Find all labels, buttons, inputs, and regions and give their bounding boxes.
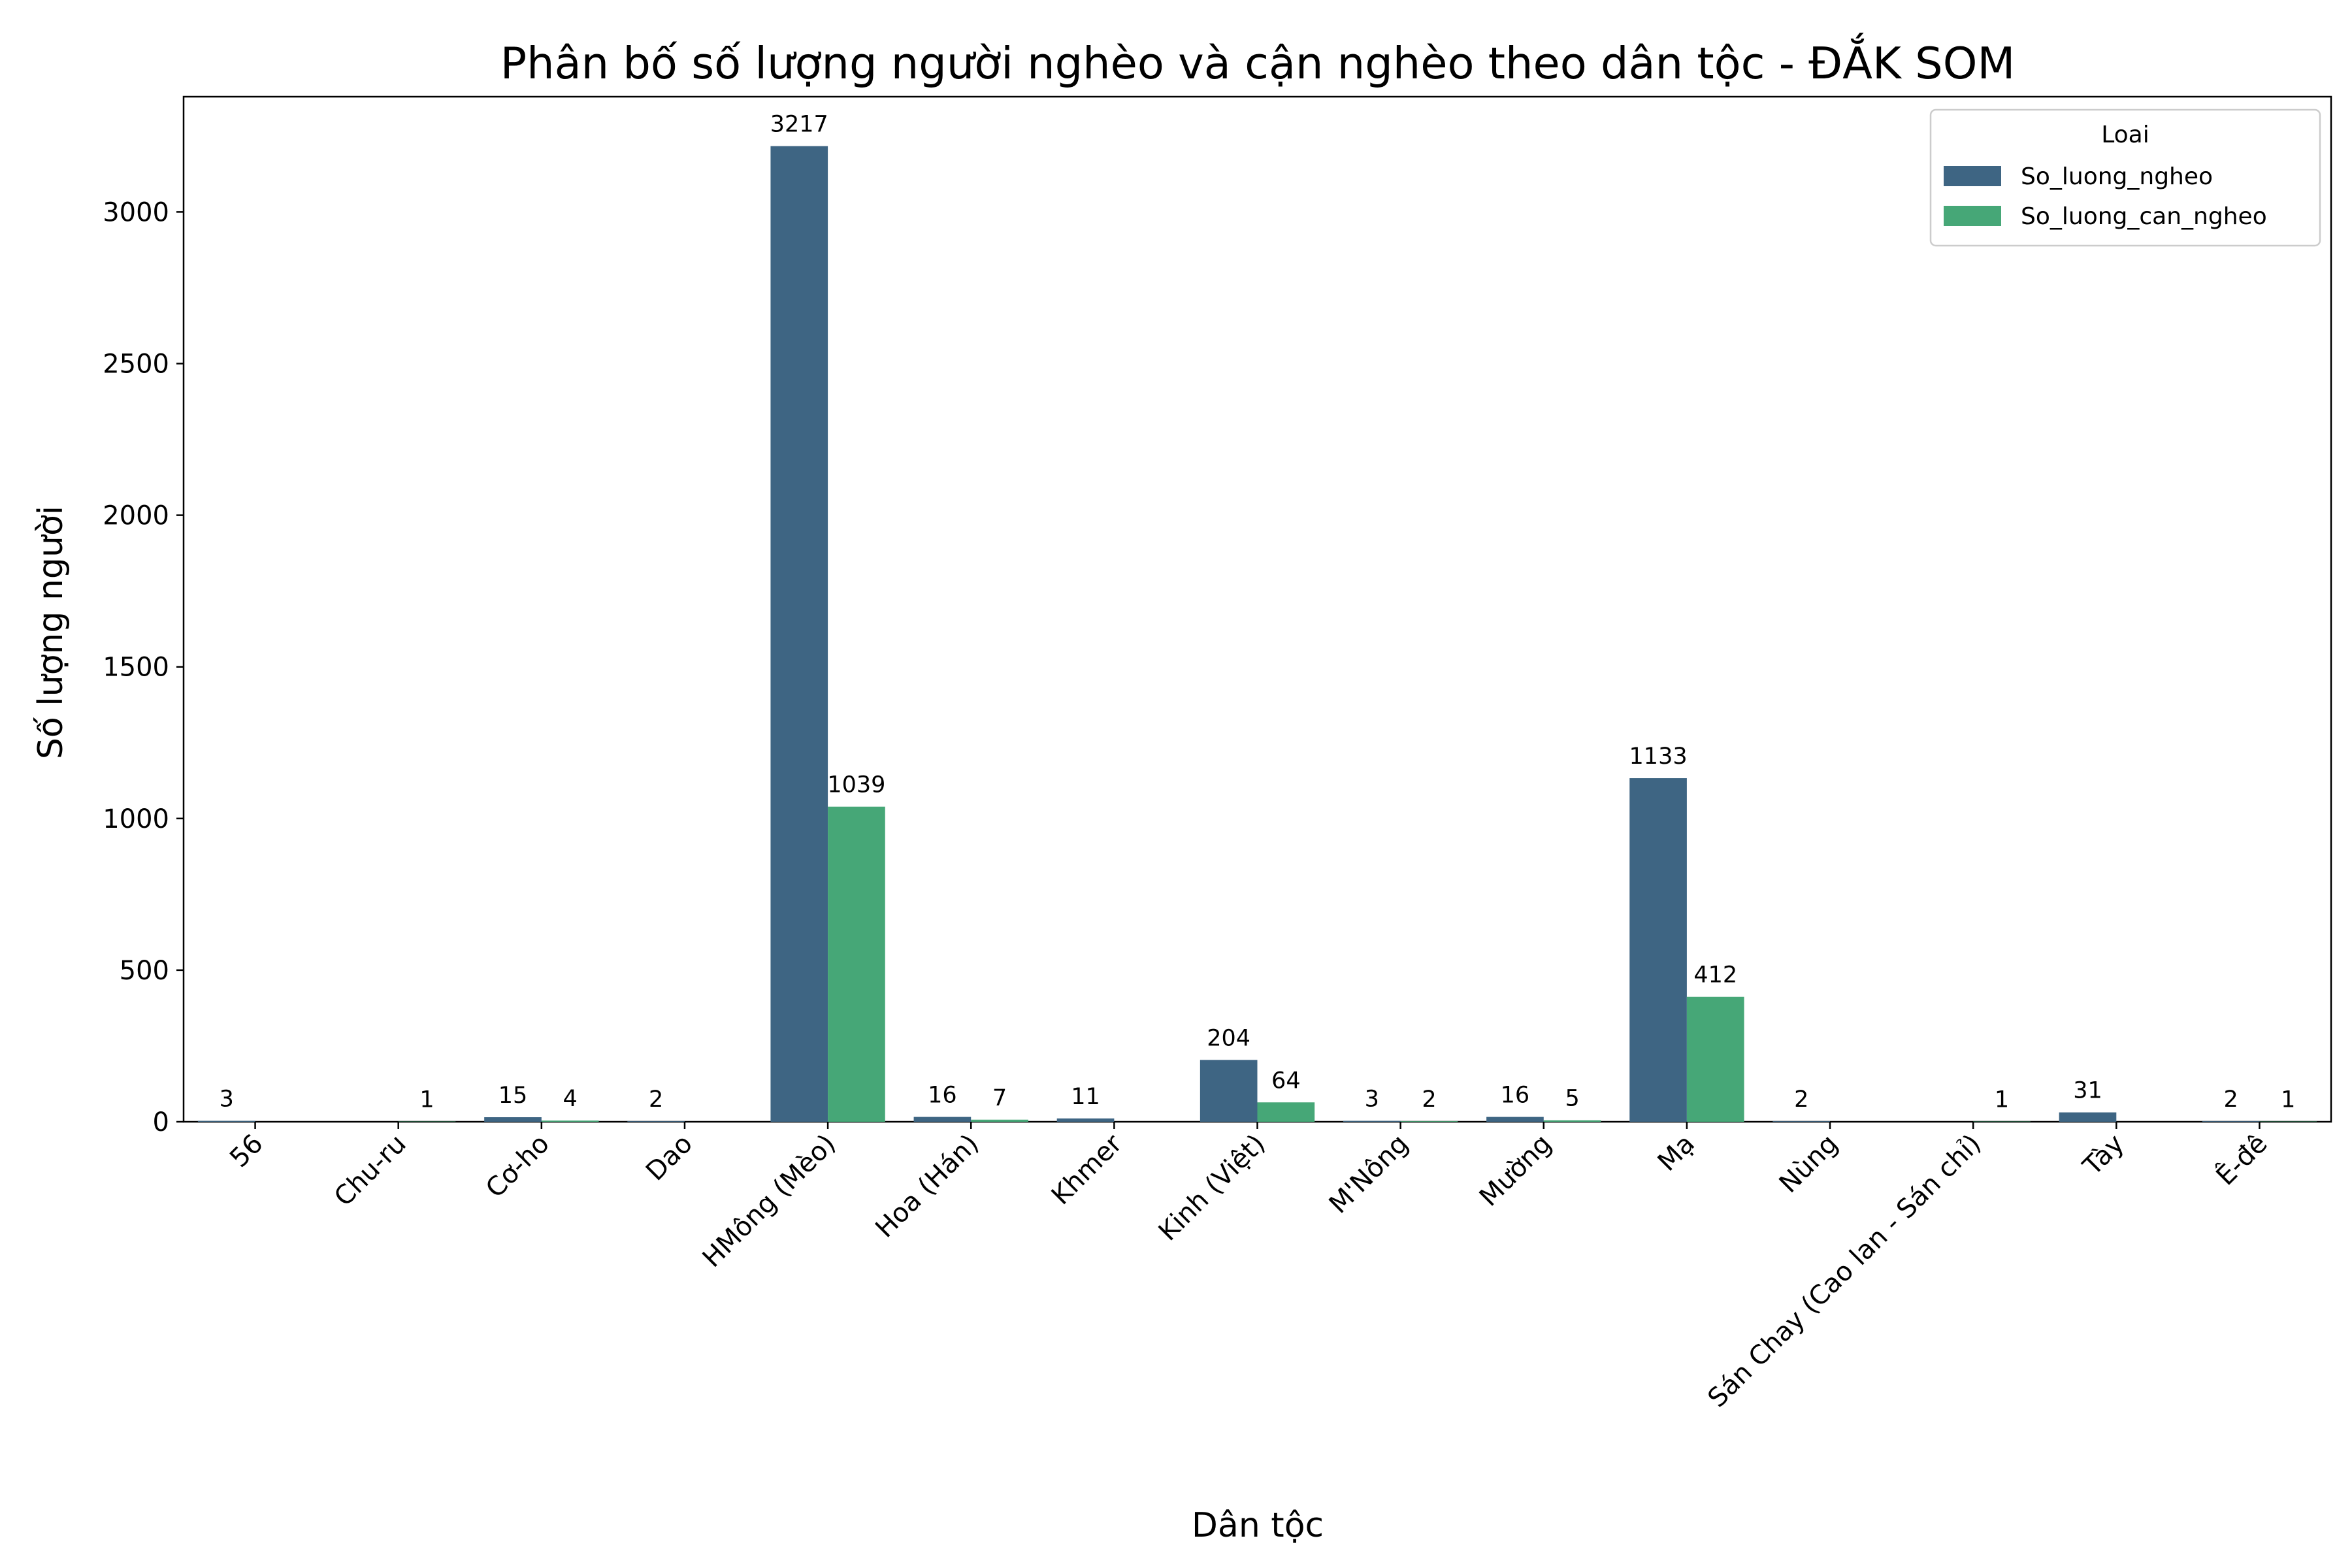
y-tick-label-2500: 2500 <box>103 349 169 379</box>
bar-label-so-luong-can-ngheo-ma: 412 <box>1693 962 1737 988</box>
bar-label-so-luong-ngheo-hmong-meo: 3217 <box>770 112 828 138</box>
bars-group <box>197 146 2317 1122</box>
bar-so-luong-ngheo-nung <box>1772 1121 1831 1122</box>
bar-label-so-luong-can-ngheo-e-de: 1 <box>2281 1087 2295 1113</box>
chart-title: Phân bố số lượng người nghèo và cận nghè… <box>500 32 2016 89</box>
bar-so-luong-ngheo-kinh-viet <box>1200 1060 1258 1122</box>
bar-so-luong-can-ngheo-hmong-meo <box>828 806 885 1122</box>
bar-so-luong-can-ngheo-m-nong <box>1400 1121 1458 1122</box>
bar-so-luong-can-ngheo-co-ho <box>541 1120 599 1122</box>
bar-label-so-luong-ngheo-nung: 2 <box>1794 1086 1808 1113</box>
bar-label-so-luong-ngheo-muong: 16 <box>1501 1083 1530 1109</box>
bar-label-so-luong-can-ngheo-muong: 5 <box>1565 1086 1579 1112</box>
bar-label-so-luong-ngheo-ma: 1133 <box>1629 743 1688 770</box>
y-tick-label-500: 500 <box>120 956 169 986</box>
bar-label-so-luong-ngheo-dao: 2 <box>649 1086 663 1113</box>
legend-label-so-luong-ngheo: So_luong_ngheo <box>2021 163 2213 190</box>
y-tick-label-2000: 2000 <box>103 501 169 531</box>
bar-so-luong-can-ngheo-hoa-han <box>971 1119 1028 1122</box>
bar-label-so-luong-ngheo-m-nong: 3 <box>1365 1086 1379 1113</box>
legend-title: Loai <box>2101 122 2149 148</box>
plot-background <box>184 97 2331 1122</box>
y-tick-label-0: 0 <box>153 1107 169 1137</box>
bar-label-so-luong-ngheo-khmer: 11 <box>1071 1084 1100 1110</box>
bar-so-luong-ngheo-tay <box>2059 1112 2117 1122</box>
bar-label-so-luong-ngheo-56: 3 <box>220 1086 234 1113</box>
bar-so-luong-ngheo-muong <box>1486 1117 1544 1122</box>
bar-label-so-luong-can-ngheo-chu-ru: 1 <box>419 1087 434 1113</box>
bar-label-so-luong-can-ngheo-hmong-meo: 1039 <box>827 772 885 798</box>
bar-label-so-luong-can-ngheo-m-nong: 2 <box>1422 1086 1436 1113</box>
bar-label-so-luong-can-ngheo-kinh-viet: 64 <box>1271 1068 1301 1094</box>
bar-label-so-luong-ngheo-kinh-viet: 204 <box>1207 1025 1250 1051</box>
bar-so-luong-can-ngheo-kinh-viet <box>1257 1102 1315 1122</box>
y-tick-label-1000: 1000 <box>103 804 169 834</box>
bar-so-luong-ngheo-hmong-meo <box>770 146 828 1122</box>
y-tick-label-3000: 3000 <box>103 197 169 227</box>
bar-so-luong-ngheo-khmer <box>1056 1118 1115 1122</box>
y-tick-label-1500: 1500 <box>103 653 169 683</box>
bar-so-luong-ngheo-ma <box>1629 778 1687 1122</box>
x-axis-title: Dân tộc <box>1192 1506 1324 1545</box>
bar-label-so-luong-ngheo-hoa-han: 16 <box>928 1083 957 1109</box>
legend-label-so-luong-can-ngheo: So_luong_can_ngheo <box>2021 203 2267 230</box>
bar-label-so-luong-ngheo-tay: 31 <box>2073 1078 2102 1104</box>
y-axis: 0 500 1000 1500 2000 2500 3000 <box>103 197 184 1137</box>
y-axis-title: Số lượng người <box>31 506 71 759</box>
bar-so-luong-ngheo-e-de <box>2202 1121 2260 1122</box>
legend-swatch-so-luong-can-ngheo <box>1944 206 2001 226</box>
bar-label-so-luong-ngheo-co-ho: 15 <box>498 1083 528 1109</box>
bar-label-so-luong-can-ngheo-san-chay-cao-lan-san-chi: 1 <box>1995 1087 2009 1113</box>
legend-frame <box>1929 108 2321 247</box>
bar-so-luong-ngheo-56 <box>197 1120 255 1122</box>
legend: Loai So_luong_ngheo So_luong_can_ngheo <box>1929 108 2321 247</box>
bar-so-luong-can-ngheo-ma <box>1686 996 1744 1122</box>
legend-swatch-so-luong-ngheo <box>1944 166 2001 186</box>
bar-so-luong-can-ngheo-muong <box>1543 1120 1601 1122</box>
bar-label-so-luong-can-ngheo-co-ho: 4 <box>563 1086 578 1112</box>
plot-area <box>182 95 2332 1123</box>
bar-so-luong-ngheo-co-ho <box>484 1117 542 1122</box>
bar-label-so-luong-can-ngheo-hoa-han: 7 <box>992 1085 1007 1111</box>
bar-so-luong-ngheo-hoa-han <box>913 1117 972 1122</box>
bar-so-luong-ngheo-m-nong <box>1343 1120 1401 1122</box>
bar-label-so-luong-ngheo-e-de: 2 <box>2223 1086 2238 1113</box>
bar-so-luong-ngheo-dao <box>627 1121 685 1122</box>
